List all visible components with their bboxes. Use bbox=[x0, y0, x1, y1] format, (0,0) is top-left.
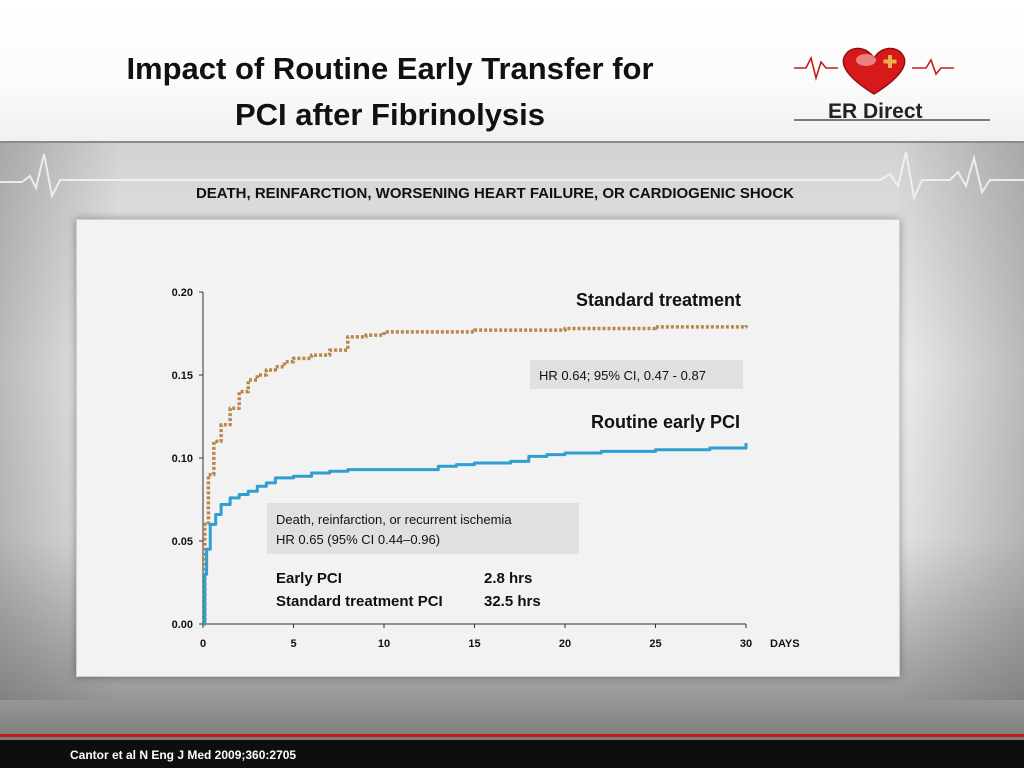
slide-title: Impact of Routine Early Transfer for PCI… bbox=[60, 46, 720, 138]
chart-series bbox=[203, 325, 748, 626]
series-line-routine-early-pci bbox=[203, 443, 748, 626]
series-line-standard-treatment bbox=[203, 325, 748, 626]
label-standard-treatment: Standard treatment bbox=[576, 290, 741, 310]
footer-bar bbox=[0, 740, 1024, 768]
x-tick-label: 0 bbox=[200, 638, 206, 650]
footer-accent-line bbox=[0, 734, 1024, 737]
logo-ecg-line-right-icon bbox=[912, 58, 954, 76]
background-ecg-trace bbox=[0, 151, 1024, 202]
time-label-early-pci: Early PCI bbox=[276, 570, 342, 587]
x-tick-label: 5 bbox=[290, 638, 296, 650]
slide-title-line2: PCI after Fibrinolysis bbox=[234, 97, 546, 132]
chart-subtitle: DEATH, REINFARCTION, WORSENING HEART FAI… bbox=[195, 185, 795, 202]
x-tick-label: 15 bbox=[468, 638, 480, 650]
x-tick-label: 30 bbox=[740, 638, 752, 650]
y-tick-label: 0.00 bbox=[172, 619, 193, 631]
time-value-standard-pci: 32.5 hrs bbox=[484, 593, 541, 610]
citation-text: Cantor et al N Eng J Med 2009;360:2705 bbox=[70, 748, 297, 762]
x-tick-label: 20 bbox=[559, 638, 571, 650]
x-tick-label: 25 bbox=[649, 638, 661, 650]
logo-ecg-line-icon bbox=[794, 55, 838, 81]
ischemia-box bbox=[267, 503, 579, 554]
y-tick-label: 0.10 bbox=[172, 453, 193, 465]
logo-text: ER Direct bbox=[828, 100, 923, 123]
y-tick-label: 0.20 bbox=[172, 287, 193, 299]
hr-standard-text: HR 0.64; 95% CI, 0.47 - 0.87 bbox=[539, 368, 706, 383]
slide-header: Impact of Routine Early Transfer for PCI… bbox=[0, 0, 1024, 143]
chart-axes: 0.00 0.05 0.10 0.15 0.20 0 5 10 15 20 25 30 DAYS bbox=[172, 287, 800, 650]
label-routine-early-pci: Routine early PCI bbox=[591, 412, 740, 432]
er-direct-logo bbox=[794, 47, 990, 121]
background-shade-right bbox=[894, 140, 1024, 700]
chart-annotations: Standard treatment HR 0.64; 95% CI, 0.47… bbox=[267, 290, 743, 610]
y-tick-label: 0.05 bbox=[172, 536, 193, 548]
slide-title-line1: Impact of Routine Early Transfer for bbox=[126, 51, 654, 86]
ischemia-box-line2: HR 0.65 (95% CI 0.44–0.96) bbox=[276, 532, 440, 547]
x-tick-label: 10 bbox=[378, 638, 390, 650]
ischemia-box-line1: Death, reinfarction, or recurrent ischem… bbox=[276, 512, 512, 527]
time-label-standard-pci: Standard treatment PCI bbox=[276, 593, 443, 610]
y-tick-label: 0.15 bbox=[172, 370, 193, 382]
hr-standard-box bbox=[530, 360, 743, 389]
x-axis-label: DAYS bbox=[770, 638, 800, 650]
time-value-early-pci: 2.8 hrs bbox=[484, 570, 532, 587]
